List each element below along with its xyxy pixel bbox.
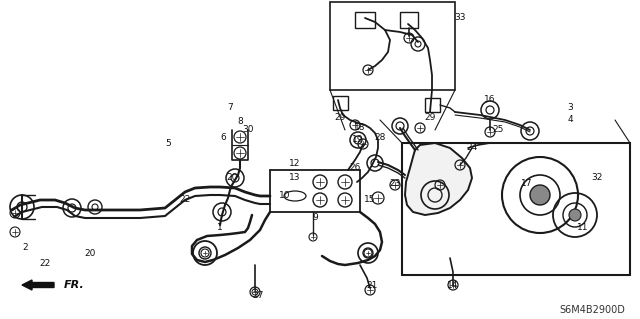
- Text: 25: 25: [492, 125, 504, 135]
- Text: 11: 11: [577, 224, 589, 233]
- Bar: [333, 96, 348, 110]
- Bar: [270, 170, 360, 212]
- Text: 2: 2: [22, 243, 28, 253]
- Text: 9: 9: [312, 213, 318, 222]
- Text: 18: 18: [355, 123, 365, 132]
- Text: 32: 32: [591, 174, 603, 182]
- Text: 33: 33: [454, 13, 466, 23]
- Circle shape: [569, 209, 581, 221]
- Polygon shape: [405, 143, 472, 215]
- Text: 12: 12: [289, 159, 301, 167]
- Text: 1: 1: [217, 224, 223, 233]
- Circle shape: [530, 185, 550, 205]
- Text: 14: 14: [447, 280, 459, 290]
- Bar: [355, 12, 375, 28]
- Text: 26: 26: [349, 164, 361, 173]
- Text: 6: 6: [220, 132, 226, 142]
- Text: 3: 3: [567, 103, 573, 113]
- Bar: [402, 143, 630, 275]
- Text: 23: 23: [389, 179, 401, 188]
- FancyArrow shape: [22, 280, 54, 290]
- Text: 21: 21: [366, 280, 378, 290]
- Text: 19: 19: [352, 136, 364, 145]
- Bar: [425, 98, 440, 112]
- Text: 8: 8: [237, 117, 243, 127]
- Text: 13: 13: [289, 173, 301, 182]
- Text: 22: 22: [179, 196, 191, 204]
- Text: 27: 27: [252, 292, 264, 300]
- Text: 7: 7: [227, 103, 233, 113]
- Text: 4: 4: [567, 115, 573, 124]
- Text: 30: 30: [243, 125, 253, 135]
- Text: 22: 22: [40, 258, 51, 268]
- Text: S6M4B2900D: S6M4B2900D: [559, 305, 625, 315]
- Bar: [400, 12, 418, 28]
- Text: 17: 17: [521, 179, 532, 188]
- Text: 29: 29: [424, 114, 436, 122]
- Text: 24: 24: [467, 144, 477, 152]
- Text: 20: 20: [227, 174, 237, 182]
- Text: 20: 20: [84, 249, 96, 257]
- Text: 10: 10: [279, 191, 291, 201]
- Bar: [330, 2, 455, 90]
- Text: FR.: FR.: [64, 280, 84, 290]
- Text: 15: 15: [364, 196, 376, 204]
- Text: 28: 28: [374, 133, 386, 143]
- Text: 16: 16: [484, 95, 496, 105]
- Text: 29: 29: [334, 114, 346, 122]
- Text: 5: 5: [165, 138, 171, 147]
